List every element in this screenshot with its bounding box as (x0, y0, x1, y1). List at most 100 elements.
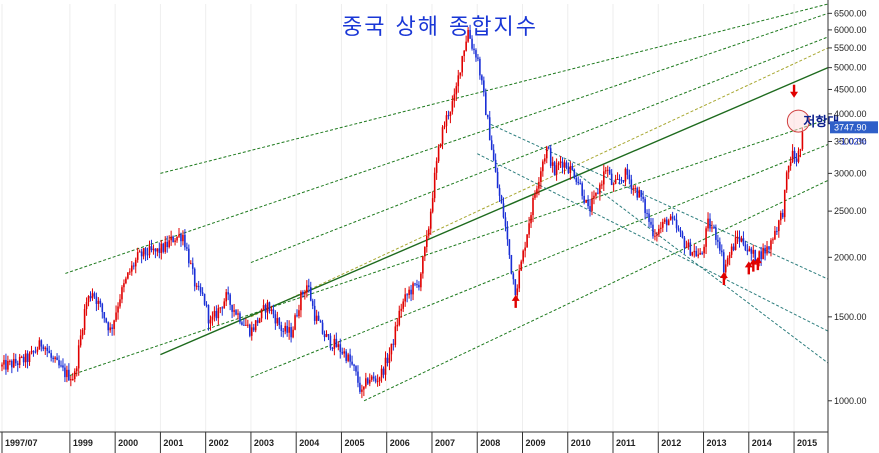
candle-body (18, 356, 21, 365)
candle-body (199, 287, 202, 293)
candle-body (89, 296, 92, 299)
candle-body (280, 325, 283, 331)
candle-body (85, 302, 88, 310)
candle-body (433, 172, 436, 199)
candle-body (231, 304, 233, 312)
candle-body (176, 236, 178, 241)
candle-body (658, 228, 660, 235)
candle-body (24, 353, 27, 363)
candle-body (282, 330, 285, 332)
candle-body (492, 149, 495, 160)
candle-body (156, 248, 159, 252)
candle-body (308, 285, 310, 288)
candle-body (402, 301, 404, 309)
candle-body (667, 220, 670, 226)
candle-body (186, 247, 188, 249)
candle-body (386, 357, 389, 364)
candle-body (46, 347, 49, 351)
candle-body (717, 239, 719, 242)
candle-body (663, 219, 666, 222)
candle-body (768, 246, 770, 250)
candle-body (711, 227, 713, 229)
candle-body (227, 292, 229, 295)
x-tick-label: 2008 (480, 438, 500, 448)
candle-body (370, 376, 373, 380)
candle-body (380, 368, 383, 378)
candle-body (132, 265, 135, 267)
channel-line (65, 12, 829, 274)
resistance-circle (786, 109, 810, 133)
candle-body (93, 293, 96, 297)
candle-body (290, 327, 292, 338)
candle-body (178, 234, 180, 237)
candle-body (752, 250, 755, 254)
candle-body (713, 227, 715, 229)
candle-body (778, 220, 780, 232)
candle-body (691, 252, 694, 256)
candle-body (597, 192, 599, 194)
candle-body (565, 162, 568, 168)
candle-body (241, 322, 243, 325)
candle-body (563, 162, 566, 168)
candle-body (313, 305, 316, 321)
candle-body (247, 324, 249, 326)
candle-body (640, 190, 642, 197)
candle-body (390, 343, 393, 355)
candle-body (101, 303, 104, 313)
candle-body (555, 165, 558, 175)
candle-body (54, 357, 56, 359)
candle-body (146, 254, 149, 256)
candle-body (64, 367, 66, 378)
candle-body (138, 251, 141, 253)
candle-body (793, 150, 796, 159)
candle-body (481, 75, 483, 81)
candle-body (36, 349, 39, 352)
candle-body (557, 162, 560, 166)
candle-body (665, 219, 668, 226)
candle-body (30, 350, 33, 354)
candle-body (673, 218, 676, 220)
candle-body (223, 301, 226, 309)
candle-body (292, 329, 294, 338)
candle-body (449, 111, 452, 117)
candle-body (213, 310, 216, 317)
candle-body (42, 346, 45, 350)
candle-body (170, 236, 172, 241)
candle-body (107, 322, 109, 331)
candle-body (764, 247, 766, 254)
candle-body (650, 221, 652, 225)
candle-body (781, 212, 784, 218)
candle-body (622, 180, 625, 182)
candle-body (361, 389, 363, 392)
candle-body (60, 365, 62, 367)
candle-body (579, 183, 581, 185)
last-change-label: -1.02% (838, 136, 867, 146)
candle-body (388, 354, 391, 364)
candle-body (483, 80, 485, 93)
candle-body (599, 184, 601, 194)
candle-body (632, 188, 635, 190)
candle-body (591, 198, 593, 211)
candle-body (418, 284, 420, 288)
candle-body (451, 101, 454, 112)
last-price-box (830, 121, 878, 134)
candle-body (536, 188, 538, 195)
candle-body (693, 250, 696, 253)
candle-body (184, 234, 186, 248)
candle-body (500, 195, 503, 204)
candle-body (791, 150, 794, 162)
candle-body (205, 304, 208, 306)
last-price-label: 3747.90 (834, 122, 867, 132)
candle-body (217, 308, 220, 319)
candle-body (721, 250, 723, 253)
candle-body (384, 357, 387, 375)
candle-body (243, 324, 245, 326)
candle-body (496, 171, 499, 189)
candle-body (365, 378, 367, 387)
channel-line (363, 179, 829, 402)
candle-body (465, 41, 467, 51)
candle-body (412, 283, 414, 295)
candle-body (593, 195, 595, 199)
candle-body (595, 192, 597, 196)
